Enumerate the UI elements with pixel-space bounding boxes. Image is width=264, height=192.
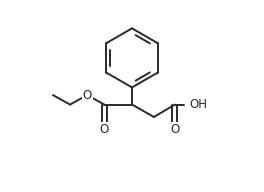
Text: O: O (170, 123, 180, 136)
Text: O: O (83, 89, 92, 102)
Text: OH: OH (189, 98, 207, 111)
Text: O: O (100, 123, 109, 136)
